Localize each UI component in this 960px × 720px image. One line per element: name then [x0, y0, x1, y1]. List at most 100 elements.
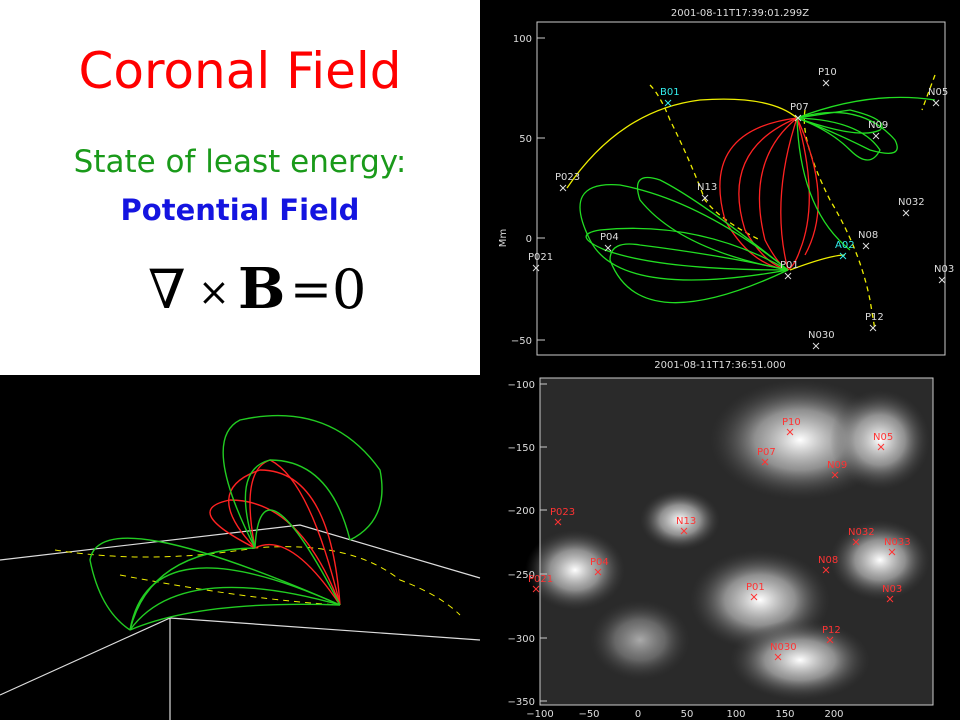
equation: ∇ × B = 0: [148, 256, 366, 322]
field-lines: [566, 74, 936, 331]
point-marker: [932, 99, 940, 107]
point-label: P12: [822, 625, 841, 636]
plot-frame: [536, 21, 946, 356]
text-panel: [0, 0, 480, 375]
point-label: N05: [928, 87, 948, 98]
point-label: N13: [697, 182, 717, 193]
point-label: N08: [818, 555, 838, 566]
y-tick-label: −350: [508, 697, 535, 708]
point-label: B01: [660, 87, 680, 98]
x-tick-label: 200: [824, 709, 843, 720]
subtitle: State of least energy:: [74, 144, 407, 180]
y-tick-label: 0: [526, 234, 532, 245]
point-label: N03: [934, 264, 954, 275]
image-plot: 2001-08-11T17:36:51.000: [525, 360, 934, 706]
point-label: N09: [868, 120, 888, 131]
point-label: P04: [590, 557, 609, 568]
point-marker: [822, 79, 830, 87]
eq-rhs: 0: [332, 258, 366, 321]
x-tick-label: −50: [578, 709, 599, 720]
point-marker: [812, 342, 820, 350]
point-marker: [794, 114, 802, 122]
point-marker: [774, 653, 782, 661]
point-label: P10: [818, 67, 837, 78]
eq-field: B: [238, 256, 285, 322]
point-label: P04: [600, 232, 619, 243]
x-tick-label: 100: [726, 709, 745, 720]
point-marker: [554, 518, 562, 526]
point-label: A02: [835, 240, 855, 251]
x-tick-label: 50: [681, 709, 694, 720]
point-marker: [559, 184, 567, 192]
point-label: P01: [746, 582, 765, 593]
point-marker: [852, 538, 860, 546]
point-label: N032: [898, 197, 925, 208]
point-marker: [938, 276, 946, 284]
point-marker: [888, 548, 896, 556]
y-tick-label: 50: [519, 134, 532, 145]
y-tick-label: −150: [508, 443, 535, 454]
point-label: N033: [884, 537, 911, 548]
y-tick-label: −300: [508, 634, 535, 645]
point-label: N09: [827, 460, 847, 471]
point-marker: [701, 194, 709, 202]
x-tick-label: 0: [635, 709, 641, 720]
point-label: P07: [757, 447, 776, 458]
point-label: P10: [782, 417, 801, 428]
3d-view: [0, 414, 481, 720]
emphasis: Potential Field: [121, 193, 360, 227]
point-label: N05: [873, 432, 893, 443]
field-plot: 2001-08-11T17:39:01.299Z Mm: [498, 8, 946, 356]
eq-equals: =: [290, 260, 332, 318]
point-marker: [680, 527, 688, 535]
point-marker: [877, 443, 885, 451]
point-marker: [761, 458, 769, 466]
point-marker: [786, 428, 794, 436]
point-marker: [886, 595, 894, 603]
point-label: N08: [858, 230, 878, 241]
point-marker: [594, 568, 602, 576]
point-marker: [826, 636, 834, 644]
plot-title: 2001-08-11T17:39:01.299Z: [671, 8, 809, 19]
y-tick-label: 100: [513, 34, 532, 45]
image-title: 2001-08-11T17:36:51.000: [654, 360, 785, 371]
x-tick-label: 150: [775, 709, 794, 720]
point-marker: [902, 209, 910, 217]
point-label: N030: [770, 642, 797, 653]
point-label: P01: [780, 260, 799, 271]
point-marker: [822, 566, 830, 574]
point-label: P021: [528, 574, 553, 585]
point-marker: [750, 593, 758, 601]
point-marker: [604, 244, 612, 252]
bright-regions: [525, 380, 930, 700]
point-marker: [862, 242, 870, 250]
y-tick-label: −50: [511, 336, 532, 347]
point-marker: [831, 471, 839, 479]
point-marker: [784, 272, 792, 280]
slide-title: Coronal Field: [78, 42, 401, 100]
point-label: P023: [555, 172, 580, 183]
point-label: N03: [882, 584, 902, 595]
point-marker: [532, 264, 540, 272]
point-marker: [532, 585, 540, 593]
point-label: P021: [528, 252, 553, 263]
eq-times: ×: [198, 270, 230, 314]
point-label: P12: [865, 312, 884, 323]
point-marker: [869, 324, 877, 332]
point-label: P023: [550, 507, 575, 518]
point-label: P07: [790, 102, 809, 113]
image-frame: [539, 377, 934, 706]
point-marker: [872, 132, 880, 140]
point-label: N13: [676, 516, 696, 527]
y-tick-label: −100: [508, 380, 535, 391]
point-label: N030: [808, 330, 835, 341]
x-tick-label: −100: [526, 709, 553, 720]
y-tick-label: −250: [508, 570, 535, 581]
point-marker: [664, 99, 672, 107]
eq-nabla: ∇: [148, 258, 186, 321]
point-label: N032: [848, 527, 875, 538]
point-marker: [839, 252, 847, 260]
y-tick-label: −200: [508, 506, 535, 517]
